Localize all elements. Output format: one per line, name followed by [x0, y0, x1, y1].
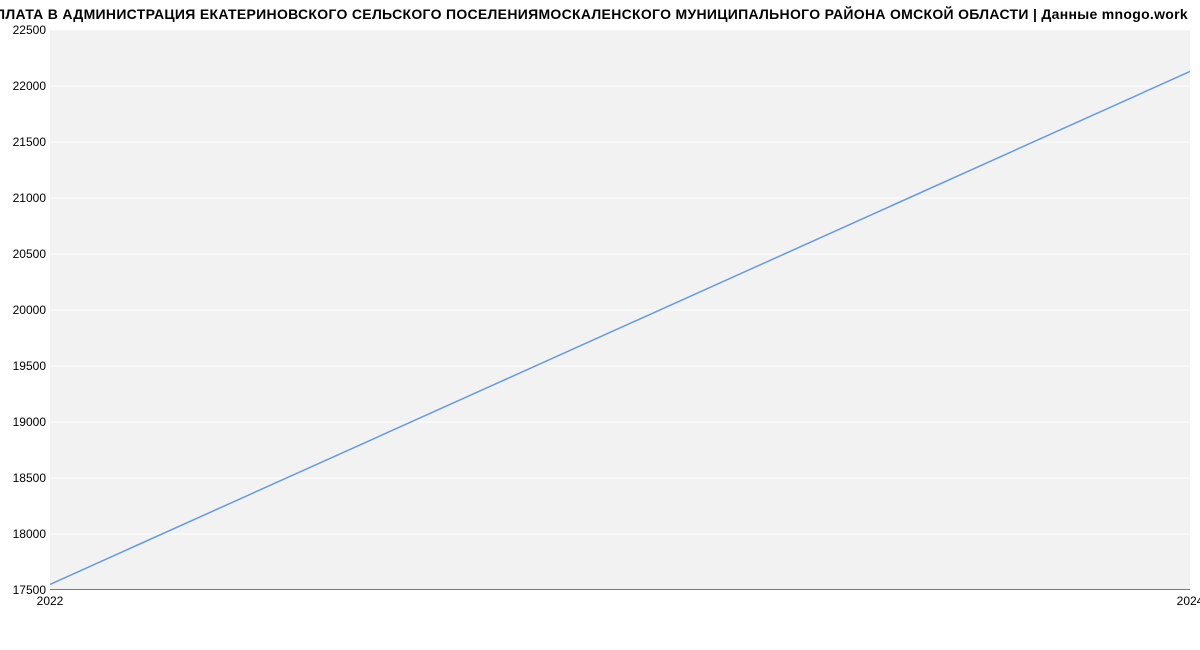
y-tick-label: 19500 [13, 359, 46, 373]
x-tick-label: 2024 [1177, 594, 1200, 608]
x-tick-label: 2022 [37, 594, 64, 608]
y-tick-label: 18000 [13, 527, 46, 541]
y-tick-label: 22500 [13, 23, 46, 37]
chart-container: ЗАРПЛАТА В АДМИНИСТРАЦИЯ ЕКАТЕРИНОВСКОГО… [0, 0, 1200, 650]
y-tick-label: 19000 [13, 415, 46, 429]
chart-svg [50, 30, 1190, 590]
plot-area [50, 30, 1190, 590]
y-tick-label: 20500 [13, 247, 46, 261]
y-tick-label: 21500 [13, 135, 46, 149]
y-tick-label: 21000 [13, 191, 46, 205]
chart-title: ЗАРПЛАТА В АДМИНИСТРАЦИЯ ЕКАТЕРИНОВСКОГО… [0, 6, 1188, 22]
y-tick-label: 22000 [13, 79, 46, 93]
y-tick-label: 18500 [13, 471, 46, 485]
y-tick-label: 20000 [13, 303, 46, 317]
